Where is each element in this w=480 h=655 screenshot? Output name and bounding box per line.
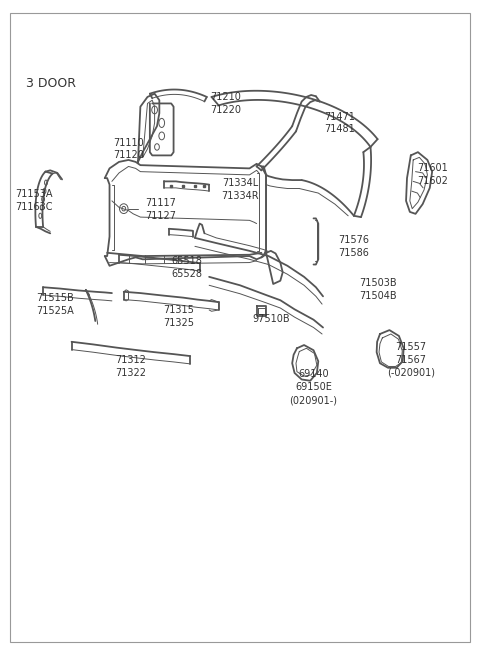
Text: 71117
71127: 71117 71127 [145,198,176,221]
Text: 71471
71481: 71471 71481 [324,111,355,134]
Text: 71503B
71504B: 71503B 71504B [359,278,396,301]
Text: 71210
71220: 71210 71220 [210,92,241,115]
Text: 71601
71602: 71601 71602 [417,164,447,186]
Text: 65518
65528: 65518 65528 [171,256,203,279]
Text: 71515B
71525A: 71515B 71525A [36,293,74,316]
Text: 71153A
71163C: 71153A 71163C [15,189,52,212]
Text: 3 DOOR: 3 DOOR [26,77,76,90]
Text: 71576
71586: 71576 71586 [338,235,370,257]
Text: 71312
71322: 71312 71322 [115,355,146,378]
Text: 71334L
71334R: 71334L 71334R [221,178,259,201]
Text: 97510B: 97510B [252,314,289,324]
Text: 71557
71567
(-020901): 71557 71567 (-020901) [387,342,435,378]
Text: 71315
71325: 71315 71325 [163,305,194,328]
Text: 69140
69150E
(020901-): 69140 69150E (020901-) [289,369,337,405]
Text: 71110
71120: 71110 71120 [113,138,144,160]
